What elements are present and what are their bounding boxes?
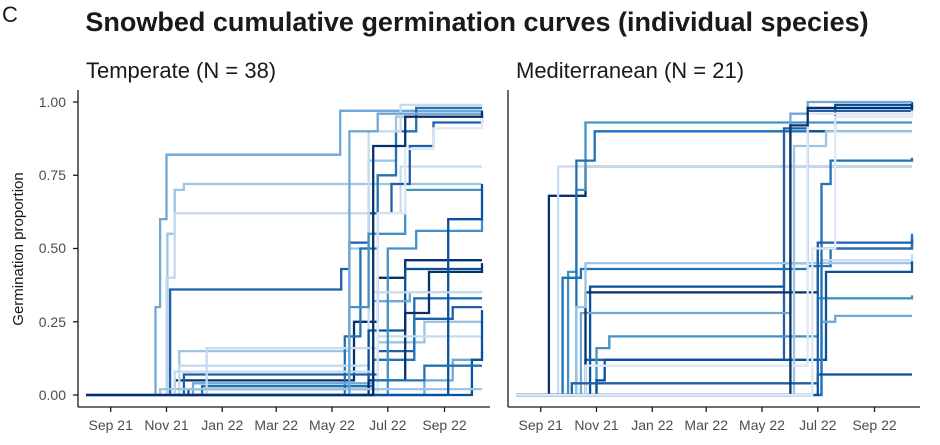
y-axis-label: Germination proportion: [10, 172, 27, 325]
x-tick-label: Jan 22: [631, 417, 673, 433]
x-tick-label: Nov 21: [144, 417, 189, 433]
germination-curve: [86, 112, 482, 397]
y-tick-labels: 0.00 0.25 0.50 0.75 1.00: [39, 94, 66, 403]
x-tick-labels-mediterranean: Sep 21 Nov 21 Jan 22 Mar 22 May 22 Jul 2…: [519, 417, 897, 433]
x-tick-label: May 22: [739, 417, 785, 433]
germination-curve: [86, 113, 484, 397]
germination-curve: [86, 116, 484, 397]
x-tick-label: Jan 22: [201, 417, 243, 433]
x-tick-label: Jul 22: [799, 417, 837, 433]
facet-title-mediterranean: Mediterranean (N = 21): [516, 58, 744, 83]
x-tick-label: Sep 21: [519, 417, 564, 433]
y-tick-label: 0.00: [39, 387, 66, 403]
germination-curve: [86, 165, 482, 397]
germination-curve: [86, 267, 482, 397]
y-tick-label: 0.25: [39, 314, 66, 330]
plot-area-mediterranean: [507, 90, 920, 412]
plot-area-temperate: [73, 90, 490, 412]
y-tick-label: 0.75: [39, 167, 66, 183]
x-tick-label: Sep 22: [852, 417, 897, 433]
germination-curve: [86, 110, 484, 397]
figure-title: Snowbed cumulative germination curves (i…: [85, 7, 868, 37]
germination-curve: [86, 115, 482, 397]
germination-curve: [86, 219, 484, 397]
y-tick-label: 0.50: [39, 240, 66, 256]
x-tick-label: May 22: [309, 417, 355, 433]
panel-letter: C: [2, 2, 18, 27]
x-tick-label: Sep 21: [89, 417, 134, 433]
x-tick-labels-temperate: Sep 21 Nov 21 Jan 22 Mar 22 May 22 Jul 2…: [89, 417, 467, 433]
x-tick-label: Jul 22: [369, 417, 407, 433]
facet-title-temperate: Temperate (N = 38): [86, 58, 276, 83]
y-tick-label: 1.00: [39, 94, 66, 110]
x-tick-label: Nov 21: [574, 417, 619, 433]
x-tick-label: Mar 22: [684, 417, 728, 433]
x-tick-label: Mar 22: [254, 417, 298, 433]
x-tick-label: Sep 22: [422, 417, 467, 433]
germination-curve: [86, 109, 482, 397]
germination-curve: [516, 113, 914, 397]
